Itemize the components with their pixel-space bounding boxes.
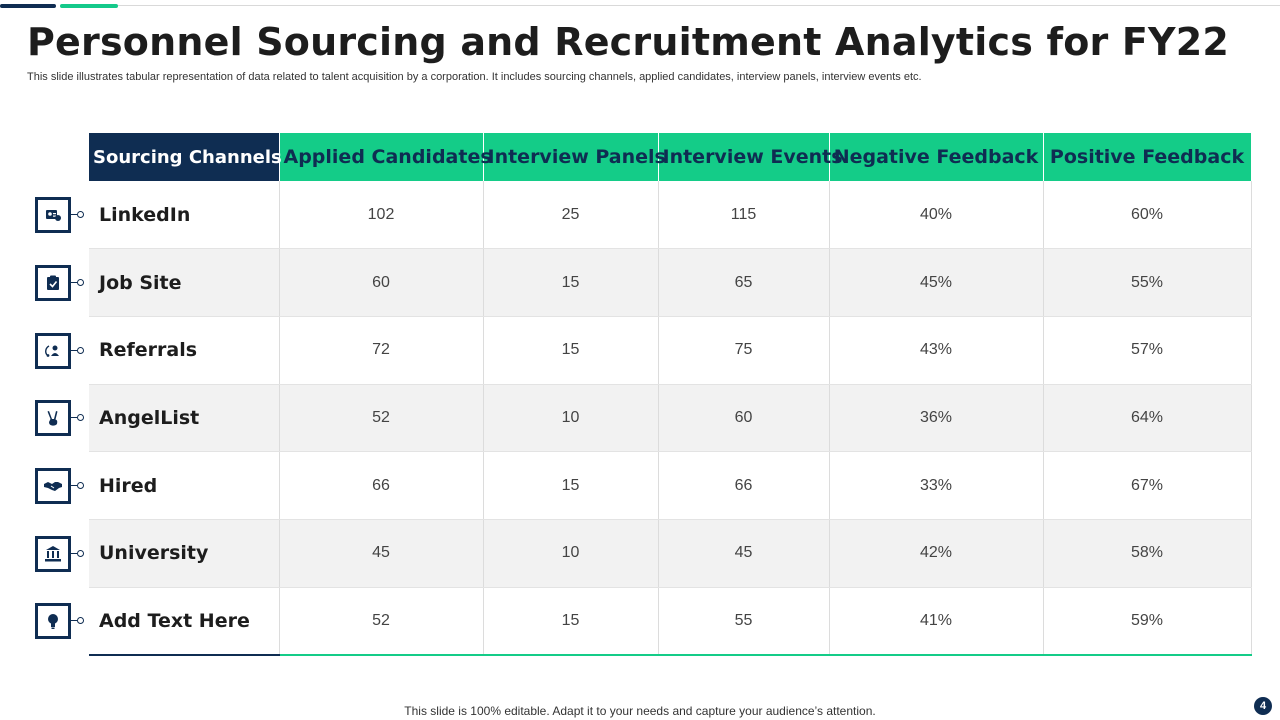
connector-dot [77,414,84,421]
table-header-row: Sourcing Channels Applied Candidates Int… [89,133,1252,181]
connector-dot [77,279,84,286]
header-interview-events: Interview Events [658,133,843,181]
header-sourcing-channels: Sourcing Channels [89,133,282,181]
applied-cell: 102 [279,181,484,250]
events-cell: 60 [658,384,830,453]
footer-note: This slide is 100% editable. Adapt it to… [404,704,876,718]
applied-cell: 66 [279,451,484,520]
header-positive-feedback: Positive Feedback [1043,133,1252,181]
applied-cell: 52 [279,587,484,656]
connector-line [71,282,77,283]
panels-cell: 15 [483,587,659,656]
icon-row-add-text [35,603,89,639]
recruitment-table: Sourcing Channels Applied Candidates Int… [89,133,1252,656]
positive-cell: 67% [1043,451,1252,520]
connector-line [71,350,77,351]
channel-cell: Job Site [89,248,280,317]
header-interview-panels: Interview Panels [483,133,666,181]
positive-cell: 64% [1043,384,1252,453]
connector-line [71,417,77,418]
table-row: Job Site 60 15 65 45% 55% [89,248,1252,317]
positive-cell: 60% [1043,181,1252,250]
positive-cell: 59% [1043,587,1252,656]
negative-cell: 45% [829,248,1044,317]
positive-cell: 57% [1043,316,1252,385]
accent-bar-navy [0,4,56,8]
panels-cell: 15 [483,451,659,520]
panels-cell: 25 [483,181,659,250]
table-row: LinkedIn 102 25 115 40% 60% [89,181,1252,250]
applied-cell: 60 [279,248,484,317]
negative-cell: 41% [829,587,1044,656]
icon-row-referrals [35,333,89,369]
lightbulb-icon [35,603,71,639]
university-icon [35,536,71,572]
events-cell: 66 [658,451,830,520]
events-cell: 115 [658,181,830,250]
accent-bar-green [60,4,118,8]
channel-cell: Referrals [89,316,280,385]
connector-line [71,553,77,554]
icon-row-job-site [35,265,89,301]
icon-row-angellist [35,400,89,436]
table-row: Referrals 72 15 75 43% 57% [89,316,1252,385]
panels-cell: 10 [483,519,659,588]
connector-dot [77,211,84,218]
panels-cell: 15 [483,248,659,317]
negative-cell: 43% [829,316,1044,385]
handshake-icon [35,468,71,504]
table-row: Add Text Here 52 15 55 41% 59% [89,587,1252,656]
icon-row-linkedin [35,197,89,233]
applied-cell: 45 [279,519,484,588]
panels-cell: 10 [483,384,659,453]
negative-cell: 40% [829,181,1044,250]
connector-line [71,485,77,486]
channel-cell: LinkedIn [89,181,280,250]
page-number-badge: 4 [1254,697,1272,715]
channel-cell: Hired [89,451,280,520]
applied-cell: 72 [279,316,484,385]
channel-cell: University [89,519,280,588]
connector-dot [77,617,84,624]
events-cell: 55 [658,587,830,656]
page-title: Personnel Sourcing and Recruitment Analy… [27,20,1230,64]
positive-cell: 55% [1043,248,1252,317]
header-negative-feedback: Negative Feedback [829,133,1044,181]
victory-hand-icon [35,400,71,436]
header-applied-candidates: Applied Candidates [279,133,492,181]
negative-cell: 42% [829,519,1044,588]
checklist-icon [35,265,71,301]
top-divider [118,5,1280,6]
referral-icon [35,333,71,369]
connector-line [71,620,77,621]
id-card-icon [35,197,71,233]
channel-cell: AngelList [89,384,280,453]
negative-cell: 36% [829,384,1044,453]
connector-dot [77,550,84,557]
connector-line [71,214,77,215]
events-cell: 45 [658,519,830,588]
table-row: University 45 10 45 42% 58% [89,519,1252,588]
table-row: AngelList 52 10 60 36% 64% [89,384,1252,453]
icon-row-university [35,536,89,572]
recruitment-table-container: Sourcing Channels Applied Candidates Int… [89,133,1252,656]
panels-cell: 15 [483,316,659,385]
table-row: Hired 66 15 66 33% 67% [89,451,1252,520]
events-cell: 75 [658,316,830,385]
negative-cell: 33% [829,451,1044,520]
connector-dot [77,482,84,489]
applied-cell: 52 [279,384,484,453]
connector-dot [77,347,84,354]
positive-cell: 58% [1043,519,1252,588]
page-subtitle: This slide illustrates tabular represent… [27,71,922,83]
events-cell: 65 [658,248,830,317]
channel-cell: Add Text Here [89,587,280,656]
icon-row-hired [35,468,89,504]
